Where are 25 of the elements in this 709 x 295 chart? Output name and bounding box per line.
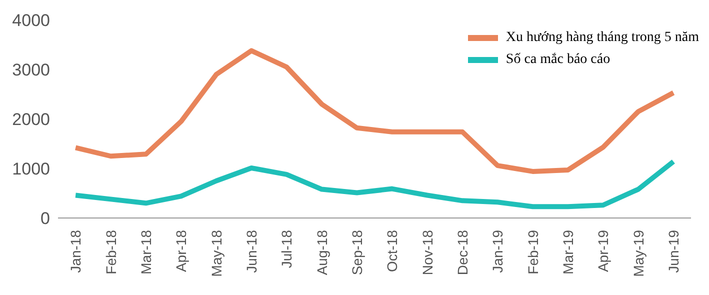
y-tick-label: 2000 xyxy=(12,110,50,130)
x-tick-label: Oct-18 xyxy=(384,230,400,272)
x-tick-label: Feb-18 xyxy=(102,230,119,274)
legend-label: Xu hướng hàng tháng trong 5 năm xyxy=(506,30,699,46)
x-tick-label: Jun-19 xyxy=(665,230,682,273)
x-tick-label: Mar-19 xyxy=(560,230,576,274)
x-tick-label: Jul-18 xyxy=(278,230,295,268)
x-tick-label: Nov-18 xyxy=(419,230,436,276)
y-tick-label: 4000 xyxy=(12,11,50,30)
x-tick-label: Feb-19 xyxy=(524,230,541,274)
x-tick-label: Apr-18 xyxy=(173,230,190,272)
legend-label: Số ca mắc báo cáo xyxy=(506,52,610,68)
y-tick-label: 0 xyxy=(40,209,50,228)
x-tick-label: Aug-18 xyxy=(314,230,330,276)
y-tick-label: 3000 xyxy=(12,60,50,80)
y-tick-label: 1000 xyxy=(12,160,50,179)
x-tick-label: Apr-19 xyxy=(595,230,612,272)
x-tick-label: Jun-18 xyxy=(243,230,260,273)
x-tick-label: Jan-19 xyxy=(490,230,506,273)
x-tick-label: May-18 xyxy=(208,230,224,277)
x-tick-label: Jan-18 xyxy=(68,230,84,273)
x-tick-label: May-19 xyxy=(630,230,646,277)
x-tick-label: Dec-18 xyxy=(454,230,470,276)
x-tick-label: Mar-18 xyxy=(138,230,154,274)
x-tick-label: Sep-18 xyxy=(348,230,365,276)
